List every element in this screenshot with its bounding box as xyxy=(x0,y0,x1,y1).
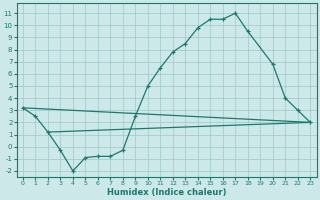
X-axis label: Humidex (Indice chaleur): Humidex (Indice chaleur) xyxy=(107,188,226,197)
